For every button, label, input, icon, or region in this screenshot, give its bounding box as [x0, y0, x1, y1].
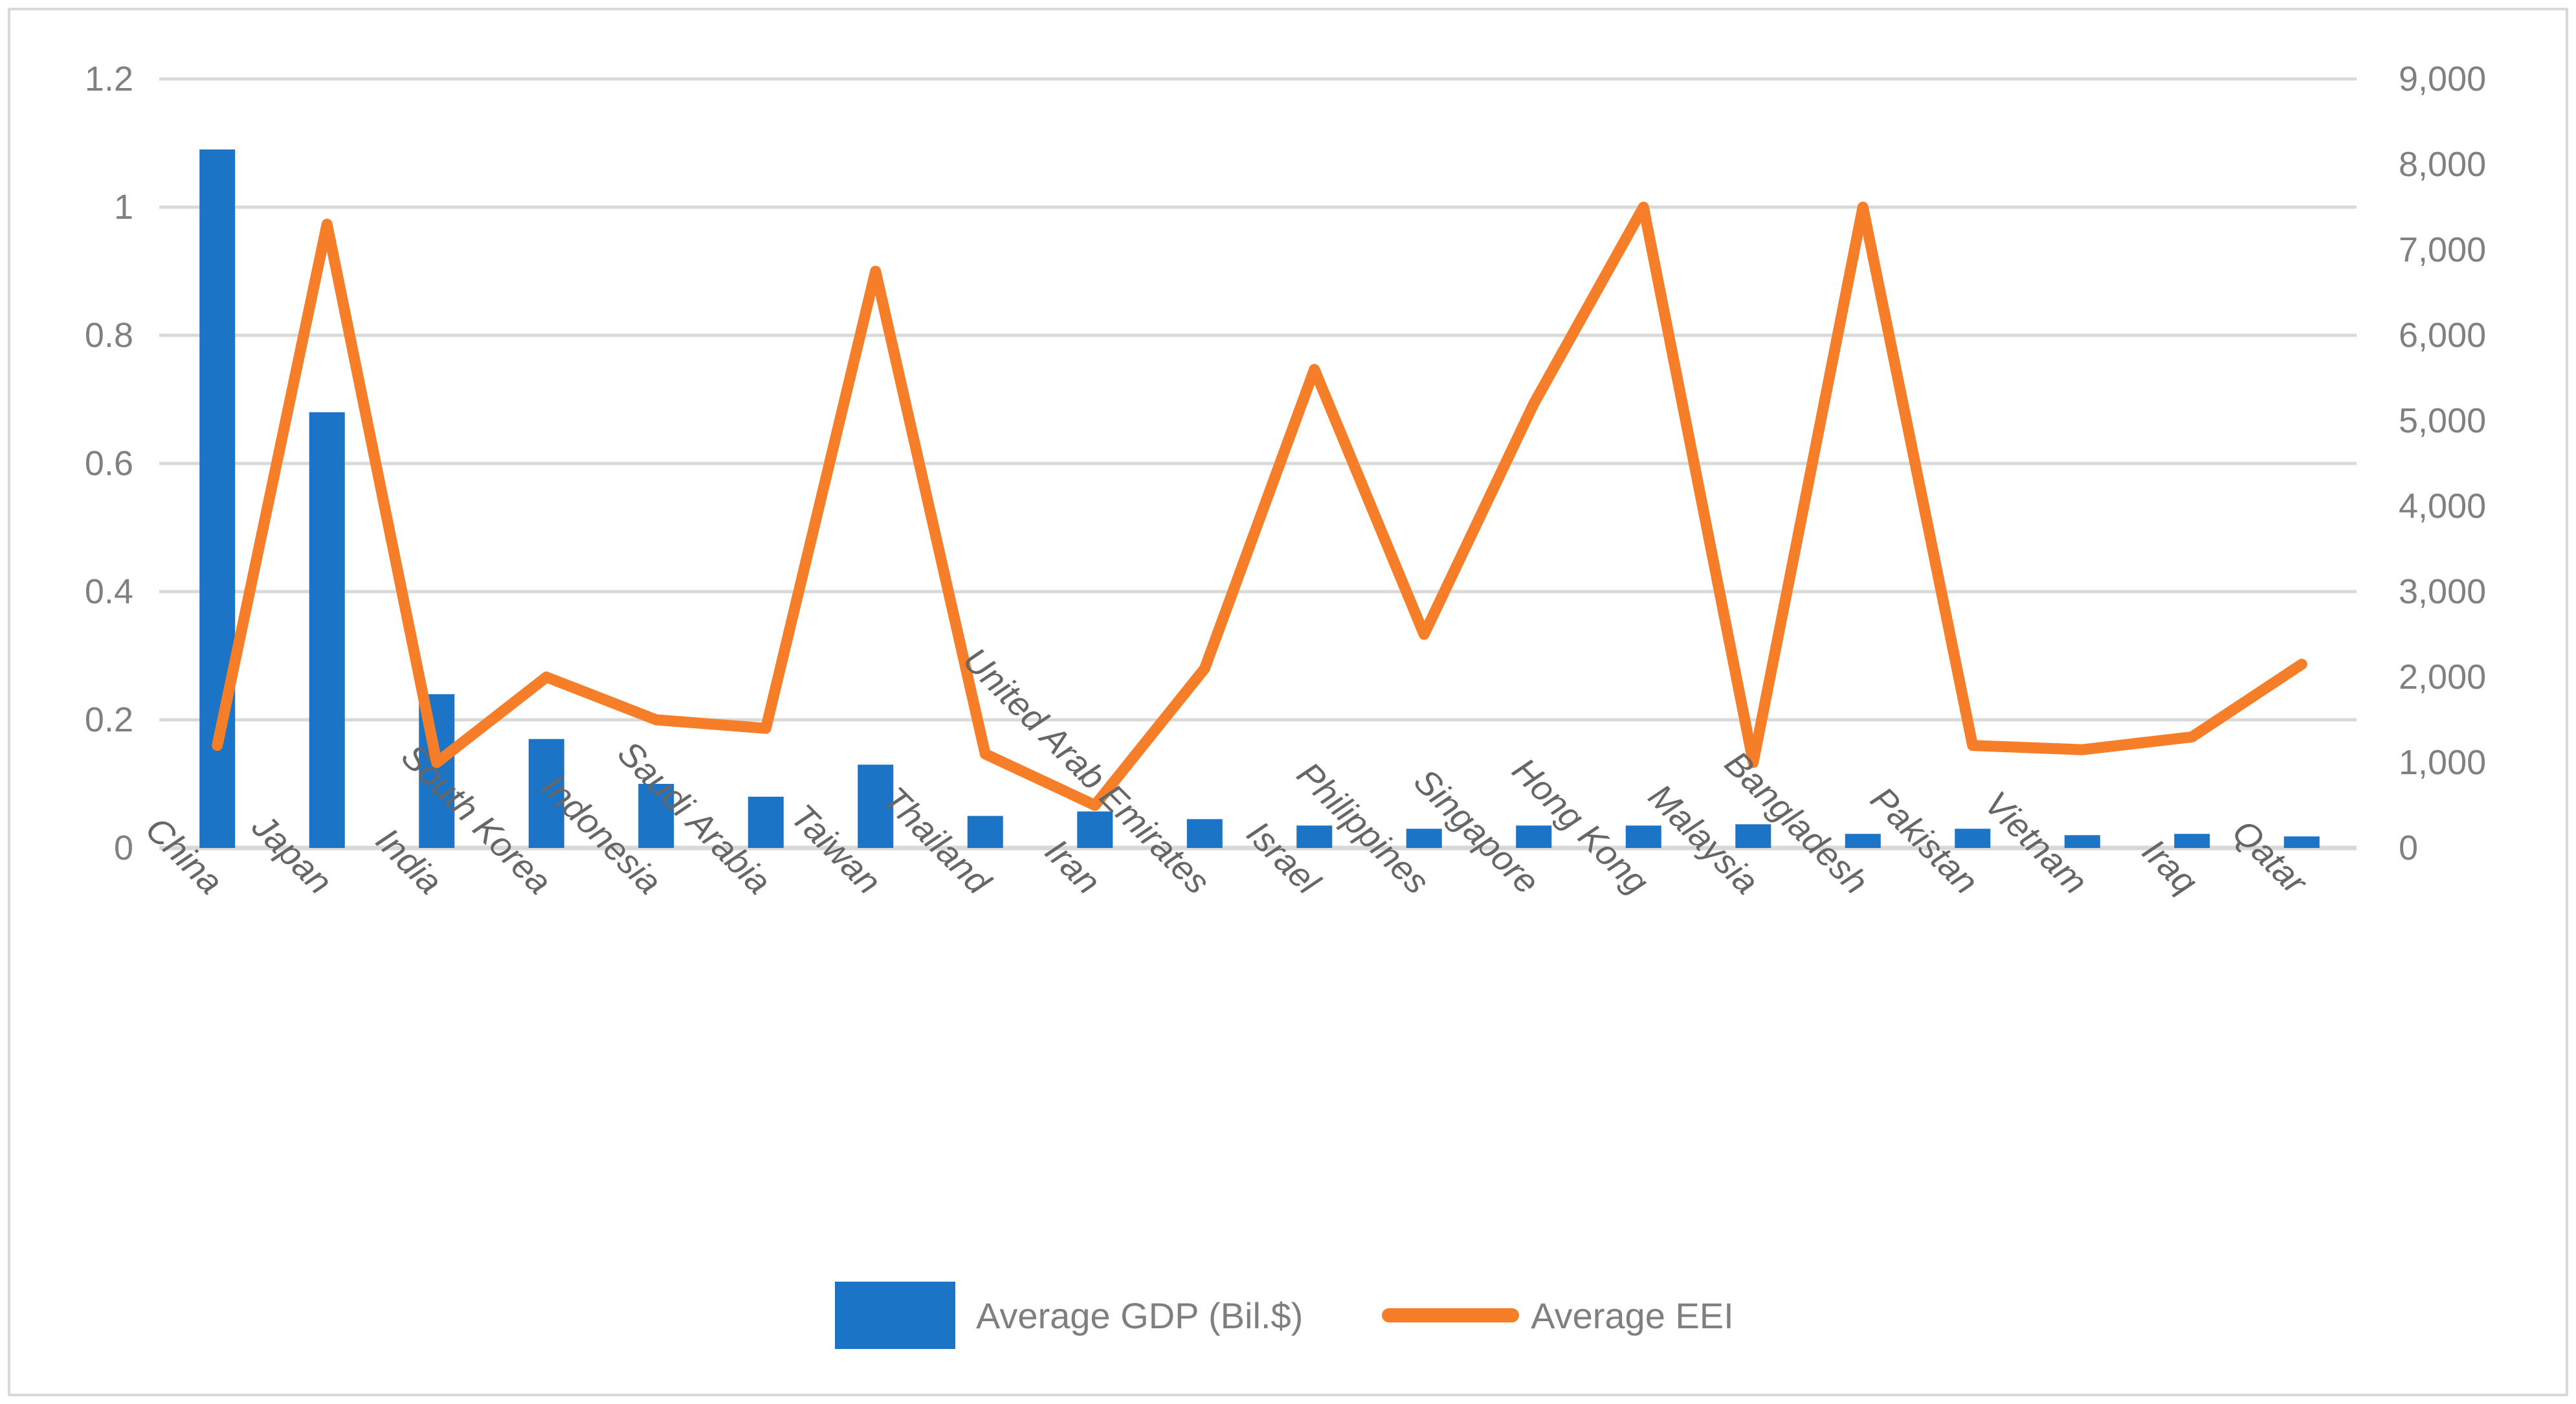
bar-Taiwan[interactable] [858, 764, 894, 848]
bar-Iran[interactable] [1077, 811, 1113, 848]
bar-Qatar[interactable] [2283, 836, 2320, 848]
right-axis-tick: 7,000 [2399, 230, 2487, 269]
right-axis-tick: 0 [2399, 829, 2419, 867]
eei-line[interactable] [212, 201, 2307, 811]
bar-South Korea[interactable] [528, 739, 564, 848]
left-axis-tick: 0.6 [84, 444, 133, 483]
left-axis-tick: 0.4 [84, 572, 133, 611]
gdp-series-label[interactable]: Average GDP (Bil.$) [976, 1295, 1304, 1336]
right-axis-tick: 6,000 [2399, 316, 2487, 355]
bar-Hong Kong[interactable] [1625, 825, 1661, 848]
right-axis-tick: 8,000 [2399, 145, 2487, 184]
left-axis-tick: 0.2 [84, 700, 133, 739]
left-axis-tick: 0.8 [84, 316, 133, 355]
bar-Bangladesh[interactable] [1845, 834, 1881, 848]
bar-Singapore[interactable] [1516, 825, 1552, 848]
bar-Japan[interactable] [309, 412, 345, 848]
left-axis-tick: 1.2 [84, 60, 133, 98]
right-axis-tick: 3,000 [2399, 572, 2487, 611]
gdp-series-swatch[interactable] [835, 1282, 955, 1349]
right-axis-tick: 9,000 [2399, 60, 2487, 98]
bar-United Arab Emirates[interactable] [1186, 819, 1223, 848]
right-axis-tick: 1,000 [2399, 743, 2487, 782]
eei-series-label[interactable]: Average EEI [1531, 1295, 1734, 1336]
bar-Saudi Arabia[interactable] [748, 796, 784, 848]
bar-Thailand[interactable] [967, 816, 1003, 849]
legend: Average GDP (Bil.$) Average EEI [835, 1276, 1734, 1354]
right-axis-tick: 4,000 [2399, 487, 2487, 526]
bar-Malaysia[interactable] [1735, 824, 1771, 848]
bar-Indonesia[interactable] [638, 784, 674, 848]
left-axis-tick: 0 [113, 829, 133, 867]
bar-Israel[interactable] [1296, 825, 1333, 848]
right-axis-tick: 2,000 [2399, 658, 2487, 696]
left-axis-tick: 1 [113, 188, 133, 227]
bar-Iraq[interactable] [2174, 834, 2210, 848]
eei-series-swatch[interactable] [1382, 1308, 1520, 1322]
right-axis-tick: 5,000 [2399, 401, 2487, 440]
bar-Philippines[interactable] [1406, 829, 1442, 848]
bar-Pakistan[interactable] [1955, 829, 1991, 848]
bar-Vietnam[interactable] [2064, 835, 2100, 848]
